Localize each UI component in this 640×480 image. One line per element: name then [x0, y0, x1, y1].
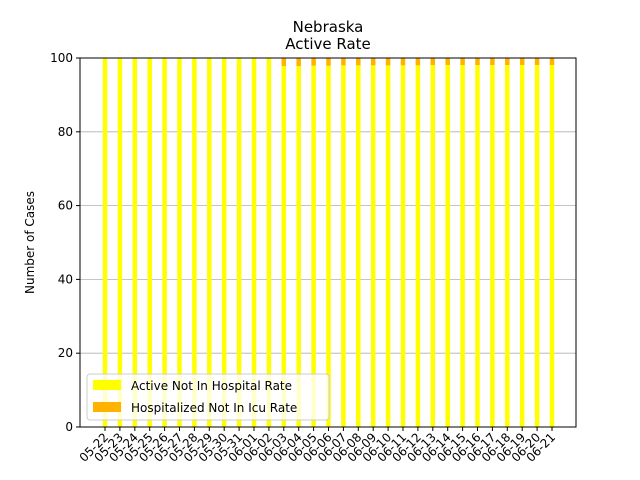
legend-swatch-hospitalized-not-in-icu	[93, 402, 121, 412]
bars	[102, 58, 555, 428]
bar-active-not-in-hospital	[400, 65, 406, 427]
bar-hospitalized-not-in-icu	[341, 58, 346, 66]
bar-active-not-in-hospital	[221, 58, 227, 427]
bar-active-not-in-hospital	[192, 58, 197, 427]
bar-active-not-in-hospital	[534, 65, 540, 428]
bar-hospitalized-not-in-icu	[296, 58, 301, 67]
bar-hospitalized-not-in-icu	[356, 58, 361, 66]
bar-hospitalized-not-in-icu	[505, 58, 510, 66]
y-tick-label: 60	[58, 199, 73, 213]
legend-swatch-active-not-in-hospital	[93, 380, 121, 390]
bar-active-not-in-hospital	[296, 66, 301, 428]
bar-hospitalized-not-in-icu	[326, 58, 331, 66]
bar-active-not-in-hospital	[445, 65, 450, 428]
bar-hospitalized-not-in-icu	[415, 58, 421, 66]
bar-active-not-in-hospital	[505, 65, 510, 428]
bar-active-not-in-hospital	[147, 58, 152, 427]
y-tick-label: 80	[58, 125, 73, 139]
bar-active-not-in-hospital	[356, 65, 361, 427]
bar-active-not-in-hospital	[117, 58, 123, 427]
bar-active-not-in-hospital	[326, 65, 331, 428]
bar-active-not-in-hospital	[385, 65, 391, 427]
bar-active-not-in-hospital	[177, 58, 182, 427]
bar-hospitalized-not-in-icu	[519, 58, 525, 66]
bar-active-not-in-hospital	[102, 58, 108, 427]
bar-hospitalized-not-in-icu	[534, 58, 540, 66]
chart-subtitle: Active Rate	[285, 35, 371, 53]
bar-active-not-in-hospital	[519, 65, 525, 428]
bar-hospitalized-not-in-icu	[549, 58, 555, 66]
legend-box	[86, 373, 330, 421]
bar-active-not-in-hospital	[341, 65, 346, 427]
bar-hospitalized-not-in-icu	[385, 58, 391, 66]
bar-active-not-in-hospital	[162, 58, 167, 427]
bar-active-not-in-hospital	[370, 65, 376, 427]
bar-active-not-in-hospital	[236, 58, 242, 427]
bar-active-not-in-hospital	[281, 66, 287, 428]
bar-hospitalized-not-in-icu	[445, 58, 450, 66]
y-axis: 0 20 40 60 80 100	[50, 51, 80, 434]
bar-active-not-in-hospital	[415, 65, 421, 427]
bar-active-not-in-hospital	[311, 65, 316, 428]
bar-active-not-in-hospital	[207, 58, 212, 427]
bar-active-not-in-hospital	[549, 65, 555, 428]
bar-hospitalized-not-in-icu	[281, 58, 287, 67]
y-axis-label: Number of Cases	[23, 191, 37, 294]
bar-hospitalized-not-in-icu	[475, 58, 480, 66]
bar-hospitalized-not-in-icu	[460, 58, 465, 66]
y-tick-label: 0	[65, 420, 73, 434]
legend-label-hospitalized-not-in-icu: Hospitalized Not In Icu Rate	[131, 401, 297, 415]
y-tick-label: 20	[58, 346, 73, 360]
bar-active-not-in-hospital	[490, 65, 495, 428]
x-axis: 05-2205-2305-2405-2505-2605-2705-2805-29…	[77, 427, 558, 465]
bar-active-not-in-hospital	[460, 65, 465, 428]
bar-active-not-in-hospital	[132, 58, 138, 427]
bar-hospitalized-not-in-icu	[430, 58, 436, 66]
y-tick-label: 100	[50, 51, 73, 65]
chart-title: Nebraska	[293, 18, 364, 36]
bar-hospitalized-not-in-icu	[400, 58, 406, 66]
bar-hospitalized-not-in-icu	[370, 58, 376, 66]
bar-active-not-in-hospital	[266, 58, 272, 427]
bar-active-not-in-hospital	[251, 58, 257, 427]
bar-active-not-in-hospital	[475, 65, 480, 428]
legend: Active Not In Hospital Rate Hospitalized…	[86, 373, 330, 421]
y-tick-label: 40	[58, 272, 73, 286]
bar-active-not-in-hospital	[430, 65, 436, 428]
bar-hospitalized-not-in-icu	[490, 58, 495, 66]
bar-hospitalized-not-in-icu	[311, 58, 316, 66]
legend-label-active-not-in-hospital: Active Not In Hospital Rate	[131, 379, 292, 393]
